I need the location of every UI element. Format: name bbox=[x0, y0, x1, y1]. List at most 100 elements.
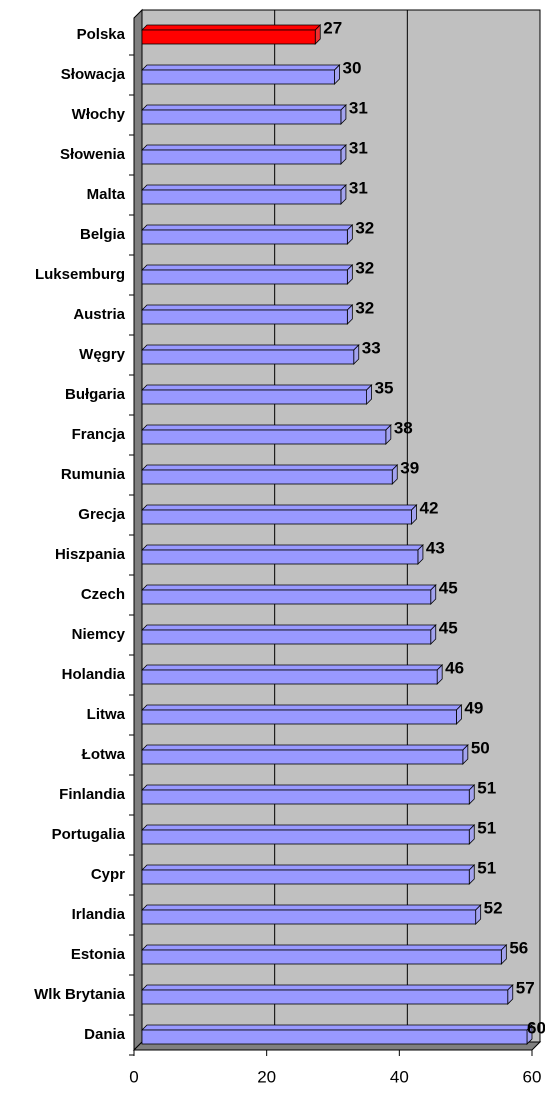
bar-top bbox=[141, 464, 399, 471]
bar-top bbox=[141, 624, 437, 631]
value-label: 49 bbox=[464, 698, 483, 717]
bar bbox=[141, 189, 342, 205]
value-label: 32 bbox=[355, 258, 374, 277]
value-label: 52 bbox=[484, 898, 503, 917]
x-tick-label: 20 bbox=[257, 1067, 276, 1086]
bar bbox=[141, 69, 335, 85]
bar-top bbox=[141, 264, 354, 271]
bar bbox=[141, 229, 348, 245]
value-label: 50 bbox=[471, 738, 490, 757]
bar bbox=[141, 789, 470, 805]
y-tick-label: Portugalia bbox=[52, 826, 126, 843]
y-tick-label: Francja bbox=[72, 426, 126, 443]
x-tick-label: 40 bbox=[390, 1067, 409, 1086]
bar-top bbox=[141, 504, 418, 511]
bar-top bbox=[141, 784, 476, 791]
bar-top bbox=[141, 984, 514, 991]
bar bbox=[141, 269, 348, 285]
bar-top bbox=[141, 864, 476, 871]
y-tick-label: Dania bbox=[84, 1026, 126, 1043]
bar bbox=[141, 349, 355, 365]
bar bbox=[141, 709, 457, 725]
bar bbox=[141, 949, 502, 965]
y-tick-label: Cypr bbox=[91, 866, 125, 883]
bar-top bbox=[141, 704, 463, 711]
value-label: 31 bbox=[349, 178, 368, 197]
bar bbox=[141, 669, 438, 685]
bar-top bbox=[141, 664, 444, 671]
value-label: 31 bbox=[349, 98, 368, 117]
value-label: 46 bbox=[445, 658, 464, 677]
y-tick-label: Austria bbox=[73, 306, 125, 323]
value-label: 42 bbox=[420, 498, 439, 517]
y-tick-label: Polska bbox=[77, 26, 126, 43]
value-label: 45 bbox=[439, 578, 458, 597]
bar bbox=[141, 389, 367, 405]
y-tick-label: Włochy bbox=[72, 106, 126, 123]
bar-top bbox=[141, 424, 392, 431]
side-wall bbox=[133, 8, 143, 1052]
bar bbox=[141, 909, 477, 925]
y-tick-label: Litwa bbox=[87, 706, 126, 723]
y-tick-label: Niemcy bbox=[72, 626, 126, 643]
y-tick-label: Hiszpania bbox=[55, 546, 126, 563]
y-tick-label: Wlk Brytania bbox=[34, 986, 126, 1003]
bar bbox=[141, 749, 464, 765]
bar bbox=[141, 309, 348, 325]
bar-top bbox=[141, 824, 476, 831]
bar-top bbox=[141, 344, 360, 351]
x-tick-label: 60 bbox=[523, 1067, 542, 1086]
bar-top bbox=[141, 64, 341, 71]
bar bbox=[141, 109, 342, 125]
y-tick-label: Finlandia bbox=[59, 786, 125, 803]
bar bbox=[141, 829, 470, 845]
y-tick-label: Bułgaria bbox=[65, 386, 126, 403]
value-label: 60 bbox=[527, 1018, 545, 1037]
bar bbox=[141, 509, 412, 525]
value-label: 51 bbox=[477, 778, 496, 797]
y-tick-label: Rumunia bbox=[61, 466, 126, 483]
y-tick-label: Grecja bbox=[78, 506, 125, 523]
bar-top bbox=[141, 1024, 533, 1031]
bar-top bbox=[141, 744, 469, 751]
value-label: 30 bbox=[343, 58, 362, 77]
value-label: 39 bbox=[400, 458, 419, 477]
value-label: 27 bbox=[323, 18, 342, 37]
back-wall bbox=[141, 9, 541, 1043]
y-tick-label: Estonia bbox=[71, 946, 126, 963]
value-label: 56 bbox=[509, 938, 528, 957]
y-tick-label: Czech bbox=[81, 586, 125, 603]
value-label: 32 bbox=[355, 218, 374, 237]
y-tick-label: Słowacja bbox=[61, 66, 126, 83]
bar-top bbox=[141, 304, 354, 311]
bar-top bbox=[141, 144, 347, 151]
bar bbox=[141, 589, 432, 605]
value-label: 38 bbox=[394, 418, 413, 437]
bar-top bbox=[141, 544, 424, 551]
bar-top bbox=[141, 184, 347, 191]
bar bbox=[141, 549, 419, 565]
value-label: 51 bbox=[477, 818, 496, 837]
value-label: 51 bbox=[477, 858, 496, 877]
value-label: 31 bbox=[349, 138, 368, 157]
bar-top bbox=[141, 584, 437, 591]
y-tick-label: Malta bbox=[87, 186, 126, 203]
value-label: 43 bbox=[426, 538, 445, 557]
bar-top bbox=[141, 104, 347, 111]
y-tick-label: Luksemburg bbox=[35, 266, 125, 283]
bar-top bbox=[141, 904, 482, 911]
bar bbox=[141, 29, 316, 45]
bar-top bbox=[141, 384, 373, 391]
bar bbox=[141, 469, 393, 485]
bar-top bbox=[141, 944, 508, 951]
bar bbox=[141, 989, 509, 1005]
bar bbox=[141, 869, 470, 885]
y-tick-label: Łotwa bbox=[82, 746, 126, 763]
value-label: 57 bbox=[516, 978, 535, 997]
value-label: 35 bbox=[375, 378, 394, 397]
x-tick-label: 0 bbox=[129, 1067, 138, 1086]
value-label: 33 bbox=[362, 338, 381, 357]
y-tick-label: Belgia bbox=[80, 226, 126, 243]
bar bbox=[141, 1029, 528, 1045]
